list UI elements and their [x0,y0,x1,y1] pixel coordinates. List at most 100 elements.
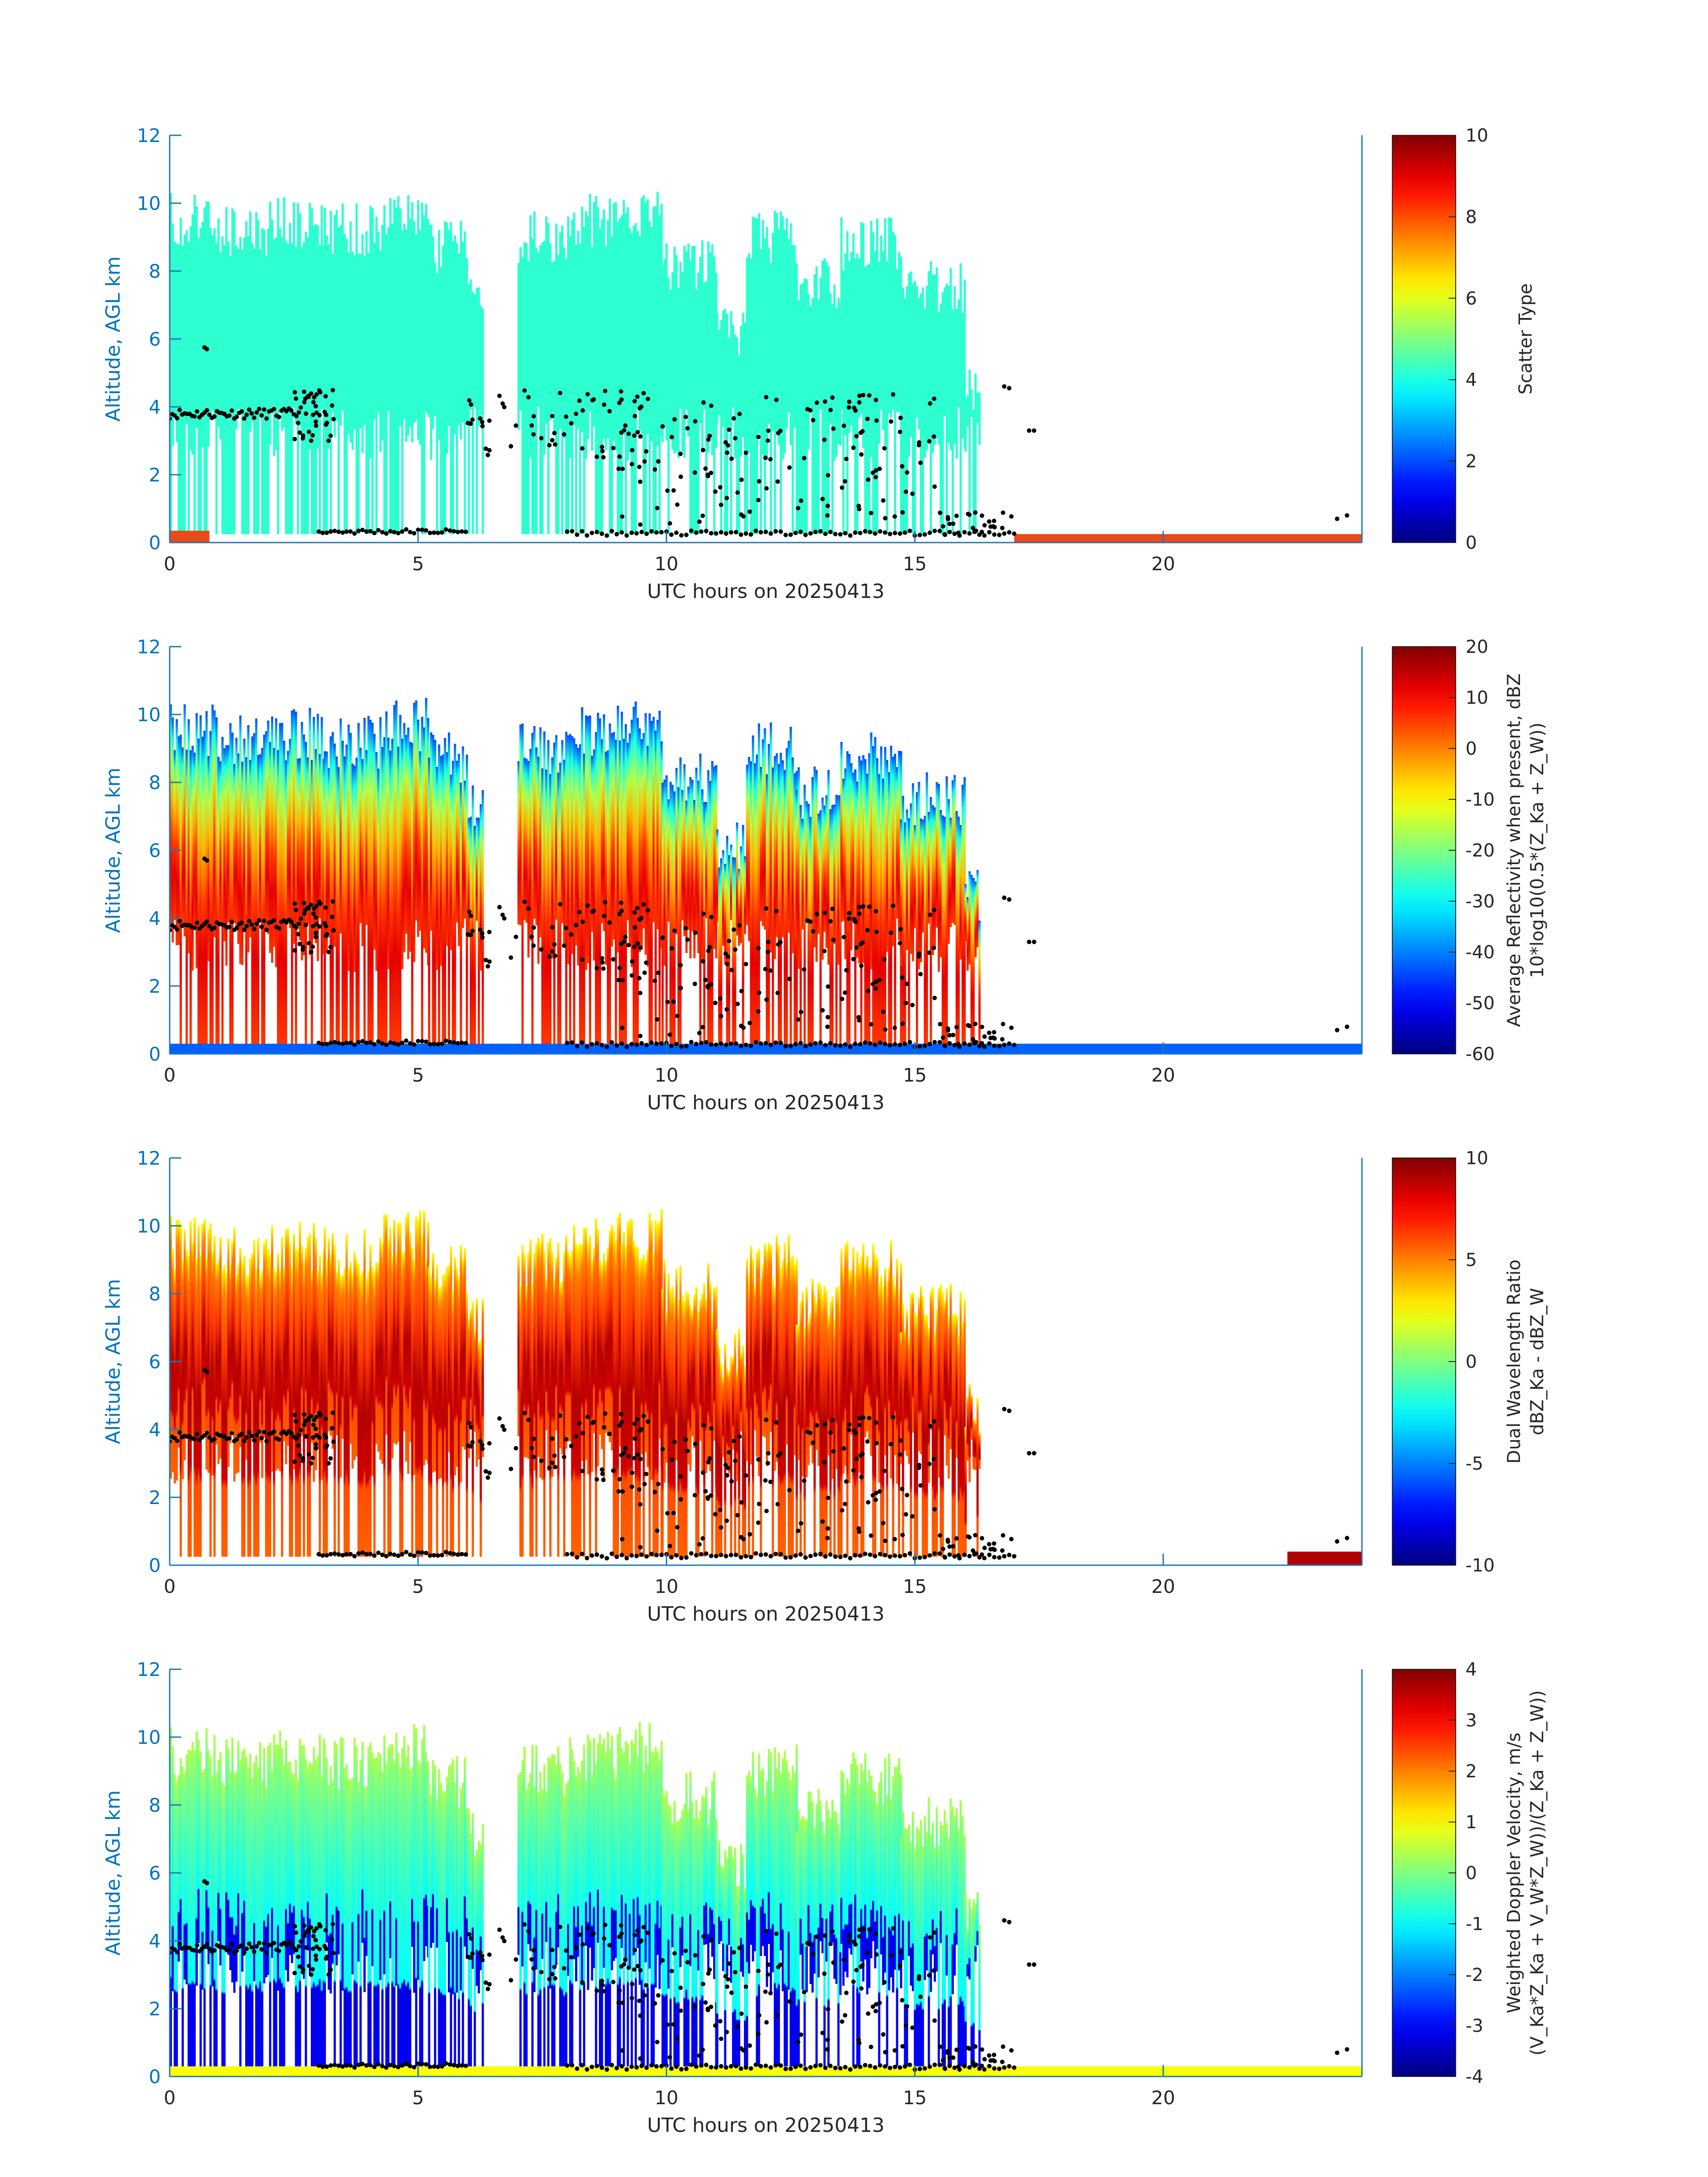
cloud-column [481,790,484,1045]
cloud-column [321,1273,323,1480]
cloud-column [978,392,981,445]
cloud-column [908,1337,910,1464]
cloud-column [709,1809,712,1943]
cloud-column [221,1270,224,1557]
cloud-column [543,1764,546,2068]
detection-point [573,923,578,928]
cloud-column [833,804,836,944]
cloud-column [817,1789,820,1978]
cloud-column [610,236,613,534]
detection-point [580,1551,585,1556]
detection-point [766,940,771,944]
cloud-column [965,399,967,452]
detection-point [638,1545,643,1550]
cloud-column [199,1255,202,1557]
detection-point [775,1502,780,1507]
y-axis-label: Altitude, AGL km [102,768,125,933]
detection-point [645,1419,650,1424]
detection-point [916,954,921,959]
colorbar-label: Weighted Doppler Velocity, m/s [1504,1733,1524,2014]
cloud-column [413,1724,416,1993]
detection-point [734,2064,739,2068]
cloud-column [428,1267,430,1557]
cloud-column [647,1249,649,1467]
detection-point [811,1440,815,1445]
detection-point [1012,1554,1017,1559]
detection-point [877,529,882,534]
detection-point [302,901,306,906]
cloud-column [904,298,906,534]
cloud-column [423,1210,426,1466]
cloud-column [303,734,305,955]
cloud-column [689,1305,692,1472]
detection-point [764,2064,768,2068]
cloud-column [644,1260,647,1452]
cloud-column [311,1270,313,1443]
cloud-column [772,767,774,1045]
cloud-column [331,254,334,413]
x-axis-label: UTC hours on 20250413 [647,580,885,603]
cloud-column [265,1239,267,1557]
cloud-column [455,243,458,534]
detection-point [478,416,483,421]
x-tick-label: 5 [412,1575,424,1597]
detection-point [679,2067,684,2072]
detection-point [675,1525,680,1529]
detection-point [252,1438,257,1443]
detection-point [459,529,464,534]
x-tick-label: 0 [164,1064,176,1086]
cloud-column [355,1746,358,2068]
cloud-column [551,1251,554,1477]
detection-point [669,1555,674,1560]
cloud-column [581,707,584,1045]
detection-point [320,531,325,535]
detection-point [765,438,770,443]
cloud-column [713,766,716,949]
cloud-column [764,1795,766,1956]
detection-point [468,913,473,918]
cloud-column [425,1752,427,1947]
cloud-column [833,1811,836,1979]
detection-point [778,529,783,534]
detection-point [585,903,590,908]
detection-point [599,2065,604,2070]
cloud-column [273,1267,276,1557]
detection-point [1001,1022,1006,1027]
cloud-column [561,1281,564,1454]
cloud-column [791,1766,794,2068]
cloud-column [549,1238,551,1557]
detection-point [464,2063,468,2068]
cloud-column [383,205,386,535]
cloud-column [777,1245,780,1557]
cloud-column [245,221,248,534]
detection-point [526,395,531,400]
cloud-column [858,258,860,418]
cloud-column [835,1287,838,1469]
detection-point [694,530,699,535]
detection-point [843,1501,848,1506]
cloud-column [249,760,251,937]
cloud-column [956,811,958,1045]
cloud-column [689,260,692,534]
detection-point [820,2031,825,2035]
detection-point [718,530,723,535]
cloud-column [565,1235,568,1449]
cloud-column [601,219,603,535]
cloud-column [411,743,413,1045]
cloud-column [527,1783,530,1944]
detection-point [644,531,649,536]
detection-point [980,1536,985,1541]
detection-point [451,1551,456,1556]
cloud-column [249,1258,251,1557]
detection-point [637,1429,642,1433]
cloud-column [707,770,710,1045]
cloud-column [677,1820,680,2068]
detection-point [881,1521,885,1525]
cloud-column [393,705,396,1045]
detection-point [340,2064,345,2069]
cloud-column [773,210,776,534]
cloud-column [561,740,564,923]
detection-point [843,531,848,535]
detection-point [313,931,318,936]
detection-point [580,1431,585,1436]
